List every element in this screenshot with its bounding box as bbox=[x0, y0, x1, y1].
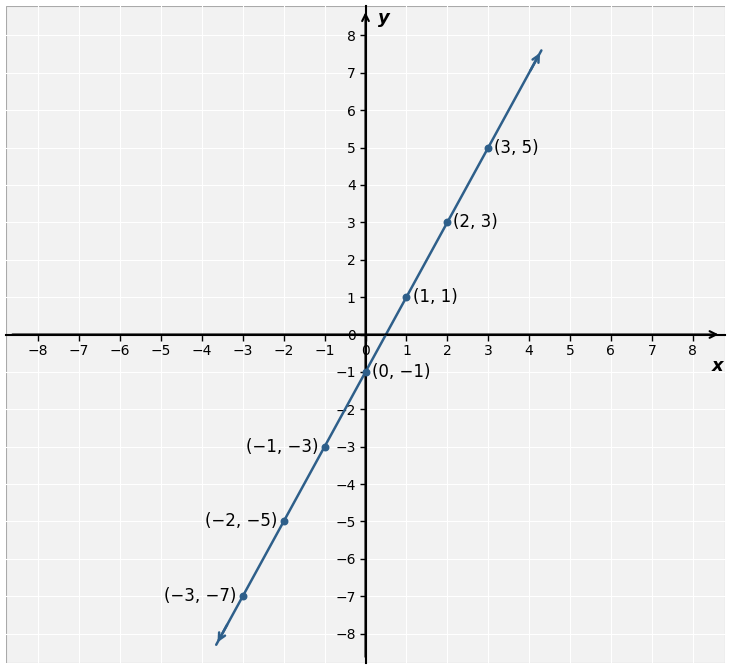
Text: (−3, −7): (−3, −7) bbox=[164, 587, 237, 605]
Text: (3, 5): (3, 5) bbox=[494, 138, 539, 157]
Text: (2, 3): (2, 3) bbox=[453, 213, 499, 231]
Text: (−1, −3): (−1, −3) bbox=[246, 438, 319, 456]
Text: x: x bbox=[712, 357, 724, 375]
Text: (0, −1): (0, −1) bbox=[371, 363, 430, 381]
Point bbox=[401, 292, 412, 302]
Point bbox=[278, 516, 289, 527]
Point bbox=[442, 217, 453, 227]
Point bbox=[482, 142, 494, 153]
Point bbox=[319, 442, 330, 452]
Point bbox=[360, 367, 371, 377]
Point bbox=[237, 591, 249, 601]
Text: y: y bbox=[378, 9, 390, 27]
Text: (1, 1): (1, 1) bbox=[412, 288, 458, 306]
Text: (−2, −5): (−2, −5) bbox=[205, 512, 278, 531]
